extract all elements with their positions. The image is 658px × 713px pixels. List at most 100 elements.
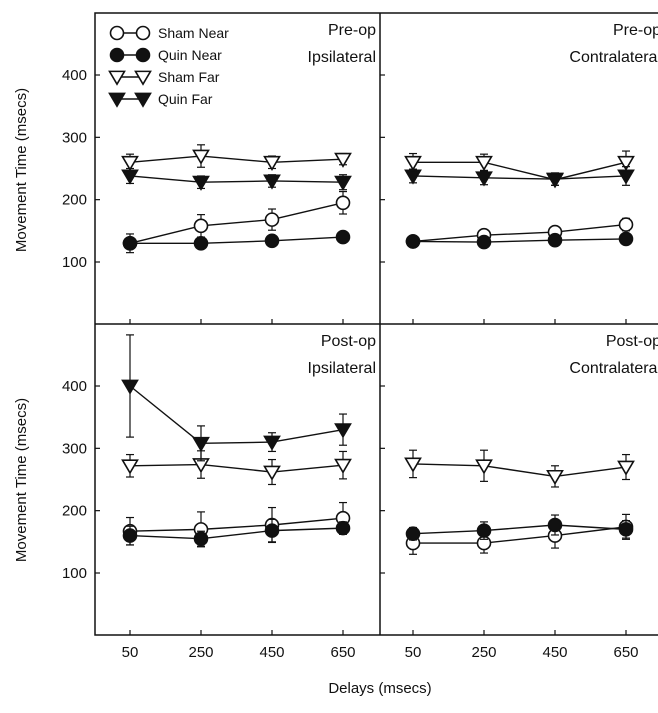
y-tick-label: 300 — [62, 440, 87, 457]
data-point — [475, 155, 493, 171]
series-line — [129, 517, 344, 532]
legend-marker — [108, 70, 126, 86]
legend-entry-quin-near: Quin Near — [109, 47, 222, 63]
panel-title-line2: Contralateral — [569, 360, 658, 377]
data-point — [618, 217, 634, 232]
data-point — [193, 218, 209, 234]
data-point — [404, 457, 422, 473]
legend-entry-quin-far: Quin Far — [108, 91, 213, 108]
panel-title-line1: Post-op — [321, 333, 376, 350]
y-tick-label: 300 — [62, 129, 87, 146]
legend: Sham Near Quin Near Sham Far Quin Far — [108, 25, 229, 108]
y-tick-label: 400 — [62, 67, 87, 84]
series-line — [129, 463, 344, 473]
legend-marker — [109, 47, 125, 63]
series-quin-far — [121, 334, 352, 462]
series-line — [129, 385, 344, 445]
x-axis-title: Delays (msecs) — [328, 680, 431, 697]
data-point — [263, 465, 281, 481]
series-sham-far — [404, 150, 635, 189]
panel-title-line2: Ipsilateral — [308, 360, 376, 377]
y-axis-title-bottom: Movement Time (msecs) — [13, 398, 30, 562]
x-tick-label: 250 — [471, 644, 496, 661]
series-line — [413, 161, 627, 181]
data-point — [476, 523, 492, 538]
legend-label: Quin Far — [158, 91, 213, 107]
data-point — [335, 229, 351, 245]
legend-entry-sham-far: Sham Far — [108, 69, 220, 86]
series-line — [412, 524, 627, 535]
panel-3: Post-op Ipsilateral — [95, 333, 376, 635]
data-point — [122, 528, 138, 543]
data-point — [121, 459, 139, 475]
series-quin-far — [121, 167, 352, 191]
data-point — [617, 460, 635, 476]
legend-marker — [135, 25, 151, 41]
y-tick-label: 100 — [62, 254, 87, 271]
y-tick-label: 200 — [62, 503, 87, 520]
x-tick-label: 50 — [405, 644, 422, 661]
data-point — [263, 174, 281, 190]
data-point — [476, 234, 492, 250]
series-line — [412, 463, 627, 478]
legend-marker — [134, 70, 152, 86]
panel-title-line1: Post-op — [606, 333, 658, 350]
data-point — [193, 236, 209, 251]
data-point — [405, 234, 421, 249]
data-point — [404, 169, 422, 185]
plot-frame — [94, 12, 658, 636]
series-line — [129, 175, 344, 183]
data-point — [404, 155, 422, 171]
data-point — [546, 172, 564, 188]
y-tick-label: 400 — [62, 378, 87, 395]
legend-marker — [135, 47, 151, 63]
data-point — [264, 523, 280, 538]
series-quin-far — [404, 166, 635, 188]
x-tick-label: 50 — [122, 644, 139, 661]
y-axes: 100 200 300 400 100 200 300 400 — [62, 67, 87, 582]
series-quin-near — [122, 229, 351, 251]
data-point — [475, 459, 493, 475]
data-point — [263, 155, 281, 171]
x-tick-labels: 50 250 450 650 50 250 450 650 — [122, 644, 639, 661]
data-point — [335, 195, 351, 211]
panel-title-line1: Pre-op — [328, 22, 376, 39]
legend-marker — [109, 25, 125, 41]
data-point — [405, 526, 421, 542]
panel-title-line1: Pre-op — [613, 22, 658, 39]
data-point — [192, 149, 210, 165]
data-point — [547, 232, 563, 248]
data-point — [122, 236, 138, 251]
legend-label: Sham Near — [158, 25, 229, 41]
data-point — [334, 458, 352, 474]
legend-label: Sham Far — [158, 69, 220, 85]
x-tick-label: 450 — [542, 644, 567, 661]
data-point — [334, 152, 352, 168]
panels: Pre-opIpsilateralPre-opContralateralPost… — [95, 22, 658, 635]
data-point — [547, 517, 563, 533]
panel-4: Post-op Contralateral — [380, 333, 658, 635]
data-point — [334, 175, 352, 191]
series-quin-near — [405, 231, 634, 250]
series-line — [412, 238, 627, 243]
data-point — [334, 423, 352, 439]
data-point — [546, 469, 564, 486]
legend-marker — [108, 92, 126, 108]
data-point — [617, 169, 635, 185]
data-point — [618, 231, 634, 247]
data-point — [263, 435, 281, 451]
series-quin-near — [405, 514, 634, 542]
data-point — [264, 233, 280, 249]
series-quin-near — [122, 518, 351, 547]
y-axis-title-top: Movement Time (msecs) — [13, 88, 30, 252]
series-sham-near — [122, 501, 351, 548]
data-point — [475, 171, 493, 187]
x-tick-label: 450 — [259, 644, 284, 661]
series-line — [129, 155, 344, 163]
series-sham-near — [405, 513, 634, 555]
series-line — [129, 202, 344, 244]
y-tick-label: 200 — [62, 192, 87, 209]
series-line — [130, 236, 344, 245]
series-sham-near — [405, 217, 634, 249]
series-sham-far — [121, 450, 352, 486]
